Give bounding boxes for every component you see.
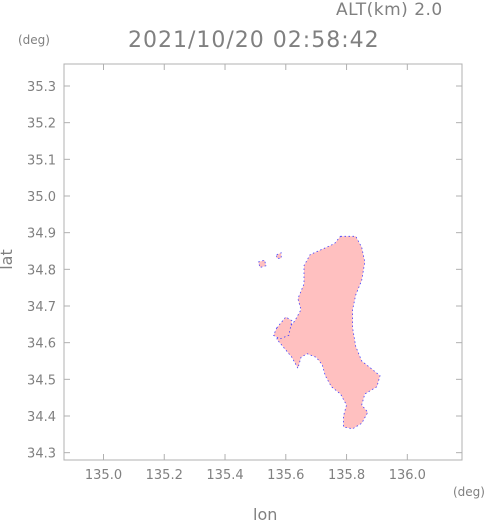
echo-region-main-echo bbox=[276, 235, 381, 430]
x-tick-label: 135.2 bbox=[146, 468, 183, 483]
y-axis-unit: (deg) bbox=[18, 33, 50, 47]
y-tick-label: 34.9 bbox=[27, 227, 56, 242]
echo-region-small-echo-nw bbox=[276, 252, 282, 259]
echo-region-west-lobe bbox=[273, 316, 293, 340]
tick-labels: 135.0 135.2 135.4 135.6 135.8 136.0 34.3 34.4 34… bbox=[27, 80, 426, 483]
echo-regions bbox=[257, 235, 381, 430]
y-tick-label: 35.3 bbox=[27, 80, 56, 95]
x-tick-label: 135.4 bbox=[206, 468, 243, 483]
y-tick-label: 35.1 bbox=[27, 153, 56, 168]
datetime-title: 2021/10/20 02:58:42 bbox=[128, 28, 380, 53]
y-tick-label: 34.8 bbox=[27, 263, 56, 278]
y-tick-label: 34.7 bbox=[27, 300, 56, 315]
x-tick-label: 136.0 bbox=[389, 468, 426, 483]
y-tick-label: 34.3 bbox=[27, 447, 56, 462]
y-tick-label: 34.4 bbox=[27, 410, 56, 425]
axis-ticks bbox=[64, 64, 462, 460]
y-tick-label: 35.2 bbox=[27, 117, 56, 132]
x-axis-unit: (deg) bbox=[453, 485, 485, 499]
x-tick-label: 135.0 bbox=[85, 468, 122, 483]
y-tick-label: 34.5 bbox=[27, 373, 56, 388]
x-tick-label: 135.8 bbox=[328, 468, 365, 483]
x-tick-label: 135.6 bbox=[267, 468, 304, 483]
x-axis-label: lon bbox=[253, 505, 278, 524]
altitude-label: ALT(km) 2.0 bbox=[336, 0, 443, 20]
echo-region-small-echo-west bbox=[257, 259, 267, 268]
y-tick-label: 35.0 bbox=[27, 190, 56, 205]
y-tick-label: 34.6 bbox=[27, 337, 56, 352]
